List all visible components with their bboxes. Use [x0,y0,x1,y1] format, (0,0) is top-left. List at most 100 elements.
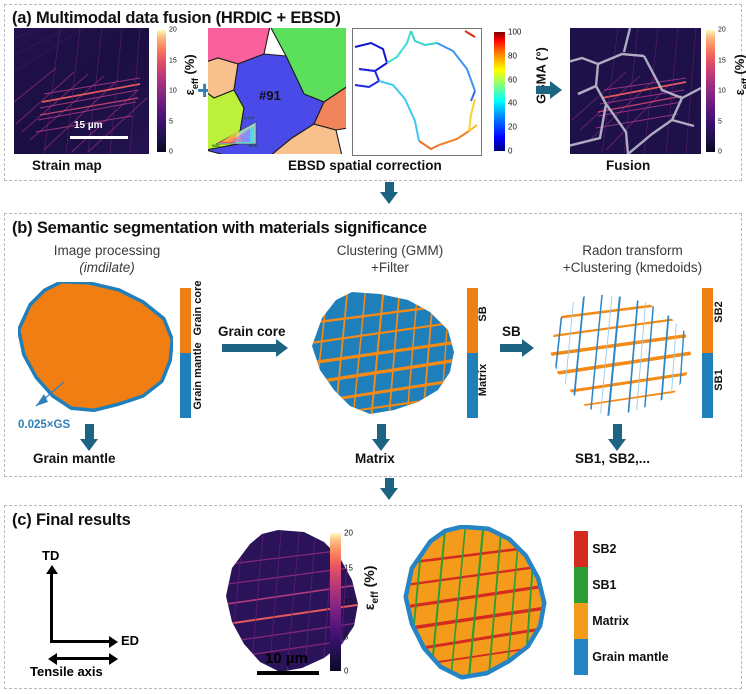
legend-label-grain-mantle: Grain mantle [192,342,204,410]
tick-5: 5 [344,632,349,641]
panel-a-title: (a) Multimodal data fusion (HRDIC + EBSD… [12,9,341,27]
tick-20: 20 [508,122,517,132]
strain-colorbar-c: 20 15 10 5 0 [330,529,353,676]
arrow-to-sb-list [613,424,622,439]
legend-bar-sb2-sb1: SB2 SB1 [702,288,725,418]
arrow-to-sb-list-head [608,439,626,451]
flow-label-sb: SB [502,324,521,339]
tick-0: 0 [718,148,722,156]
step3-line1: Radon transform [582,243,683,258]
panel-b-title: (b) Semantic segmentation with materials… [12,219,427,237]
fusion-colorbar-title: εeff (%) [732,50,746,100]
legend-label-matrix: Matrix [592,614,630,628]
legend-swatch-matrix [574,603,588,639]
tick-60: 60 [508,75,517,85]
legend-bar-sb-matrix: SB Matrix [467,288,489,418]
gbma-colorbar: 100 80 60 40 20 0 [494,28,521,156]
annotation-grain-size: 0.025×GS [18,419,71,431]
tick-20: 20 [718,26,726,34]
caption-strain-map: Strain map [32,158,102,173]
percent-unit: (%) [182,54,198,79]
grain-core-mantle-image [18,282,173,424]
step-title-radon: Radon transform +Clustering (kmedoids) [530,243,735,277]
scalebar-a-label: 15 µm [74,120,103,131]
tick-20: 20 [169,26,177,34]
tensile-axis-label: Tensile axis [30,664,103,679]
tensile-axis-arrowhead-left [48,653,57,665]
legend-swatch-sb [467,288,478,353]
tensile-axis-line [57,657,109,660]
tick-5: 5 [169,118,173,125]
legend-label-sb2: SB2 [713,301,725,323]
arrow-a-to-b-head [380,192,398,204]
fusion-colorbar: 20 15 10 5 0 [706,27,726,156]
legend-swatch-grain-mantle [180,353,191,418]
output-sb-list: SB1, SB2,... [575,451,651,466]
step3-line2: +Clustering (kmedoids) [562,259,703,275]
final-strain-map [218,528,374,680]
tensile-axis-arrowhead-right [109,653,118,665]
tick-0: 0 [508,146,513,156]
arrow-to-grain-mantle-head [80,439,98,451]
axis-td-arrowhead [45,565,58,574]
legend-label-grain-mantle: Grain mantle [592,650,669,664]
tick-10: 10 [344,597,353,607]
strain-colorbar-c-title: εeff (%) [361,557,381,619]
strain-colorbar-a: 20 15 10 5 0 [157,27,177,156]
step-title-clustering-gmm: Clustering (GMM) +Filter [300,243,480,277]
legend-label-grain-core: Grain core [192,280,204,336]
colorbar-gradient [706,30,715,152]
arrow-to-fusion-head [550,81,562,99]
percent-unit: (%) [361,565,378,592]
radon-clustered-image [543,290,695,426]
tick-10: 10 [169,87,177,95]
fusion-image [570,28,701,154]
ipf-label-0001: 0001 [212,144,220,148]
legend-swatch-sb2 [702,288,713,353]
legend-swatch-grain-mantle [574,639,588,675]
legend-label-matrix: Matrix [477,363,489,397]
output-grain-mantle: Grain mantle [33,451,116,466]
legend-label-sb1: SB1 [592,578,617,592]
ipf-label-1010: 10-10 [248,144,258,148]
final-legend: SB2 SB1 Matrix Grain mantle [574,531,669,675]
arrow-sb [500,344,522,352]
arrow-to-fusion [536,86,550,94]
tick-5: 5 [718,118,722,125]
axis-label-td: TD [42,548,60,563]
step2-line1: Clustering (GMM) [336,243,444,258]
ebsd-ipf-map: #91 0001 10-10 2-1-10 [208,28,346,154]
colorbar-ticks: 20 15 10 5 0 [341,529,371,676]
caption-ebsd: EBSD spatial correction [288,158,442,173]
colorbar-ticks: 20 15 10 5 0 [166,26,196,156]
tick-0: 0 [344,666,349,676]
final-segmentation-map [396,525,561,683]
strain-map-image: 15 µm [14,28,149,154]
step-title-image-processing: Image processing (imdilate) [22,243,192,277]
axis-vertical-line [50,574,53,642]
arrow-grain-core-head [276,339,288,357]
scalebar-c [257,671,319,675]
flow-label-grain-core: Grain core [218,324,286,339]
tick-10: 10 [718,87,726,95]
orientation-axes: TD ED [42,548,152,650]
tick-80: 80 [508,51,517,61]
scalebar-c-label: 10 µm [265,650,308,667]
tick-15: 15 [169,57,177,64]
gmm-clustered-image [308,290,456,426]
arrow-to-matrix [377,424,386,439]
tick-20: 20 [344,528,353,538]
colorbar-gradient [494,32,505,151]
arrow-b-to-c [385,478,394,488]
arrow-a-to-b [385,182,394,192]
arrow-to-grain-mantle [85,424,94,439]
tick-0: 0 [169,148,173,156]
epsilon-symbol: ε [732,89,746,96]
axis-ed-arrowhead [109,636,118,648]
legend-label-sb1: SB1 [713,369,725,391]
colorbar-gradient [157,30,166,152]
epsilon-subscript: eff [739,78,746,90]
gbma-colorbar-title: GBMA (°) [533,47,549,104]
step1-line2: (imdilate) [79,259,135,275]
